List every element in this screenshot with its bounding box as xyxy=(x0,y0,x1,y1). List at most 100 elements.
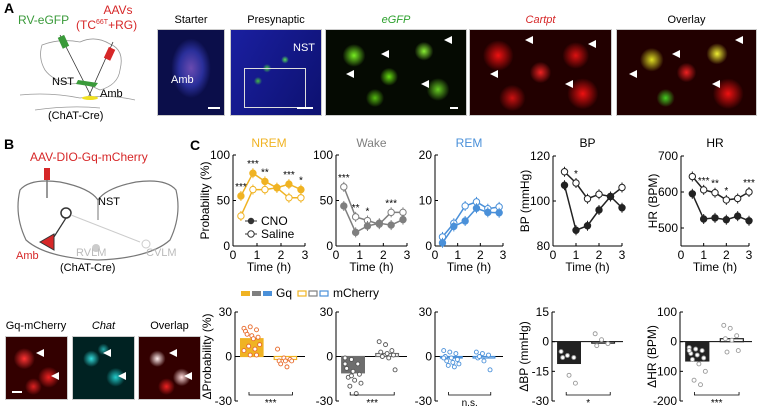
data-point xyxy=(241,348,247,354)
data-point xyxy=(486,352,491,358)
data-point-cno xyxy=(261,177,269,186)
data-point-cno xyxy=(722,216,731,224)
syringe-icon xyxy=(44,168,50,180)
data-point-saline xyxy=(583,195,592,203)
significance-marker: *** xyxy=(338,173,350,184)
legend-swatch-mcherry xyxy=(319,290,329,297)
nst-label: NST xyxy=(52,76,74,88)
image-title-overlap: Overlap xyxy=(150,320,189,332)
significance-marker: * xyxy=(299,176,303,187)
data-point xyxy=(592,331,598,337)
aavs-label: AAVs xyxy=(103,3,133,17)
data-point xyxy=(342,355,348,361)
data-point xyxy=(383,342,388,348)
y-tick-label: 0 xyxy=(425,239,432,253)
data-point xyxy=(481,358,487,364)
x-tick-label: 1 xyxy=(700,248,707,262)
data-point-cno xyxy=(699,215,708,223)
significance-bracket xyxy=(248,392,293,396)
micrograph-gq-mcherry xyxy=(5,336,68,400)
y-axis-label: HR (BPM) xyxy=(646,174,660,229)
data-point-cno xyxy=(606,192,615,201)
y-axis-label: ΔHR (BPM) xyxy=(645,325,659,388)
x-tick-label: 0 xyxy=(550,248,557,262)
y-tick-label: 0 xyxy=(670,335,677,349)
syringe-red-icon xyxy=(103,46,116,61)
arrowhead-icon xyxy=(118,372,126,380)
rv-egfp-label: RV-eGFP xyxy=(18,13,70,27)
b-rvlm-label: RVLM xyxy=(76,247,107,259)
x-axis-label: Time (h) xyxy=(349,260,393,274)
data-point xyxy=(352,377,358,383)
micrograph-chat xyxy=(72,336,135,400)
significance-marker: ** xyxy=(261,167,269,178)
y-tick-label: 30 xyxy=(219,305,233,319)
y-axis-label: ΔProbability (%) xyxy=(200,313,214,399)
panel-label-b: B xyxy=(4,136,15,152)
b-amb-label: Amb xyxy=(16,250,39,262)
arrowhead-icon xyxy=(36,349,44,357)
data-point xyxy=(250,336,256,342)
panel-a-schematic xyxy=(19,34,136,111)
legend-label-mcherry: mCherry xyxy=(333,286,379,300)
aavs-rg: +RG) xyxy=(108,18,138,32)
x-tick-label: 2 xyxy=(596,248,603,262)
aavs-tc: (TC xyxy=(76,18,96,32)
data-point xyxy=(386,355,392,361)
y-tick-label: 50 xyxy=(217,194,231,208)
x-tick-label: 2 xyxy=(723,248,730,262)
mouse-line-label: (ChAT-Cre) xyxy=(48,110,104,122)
data-point xyxy=(445,362,451,368)
y-tick-label: -30 xyxy=(215,394,233,408)
data-point-cno xyxy=(711,214,719,222)
data-point xyxy=(721,322,727,328)
data-point xyxy=(347,383,353,389)
arrowhead-icon xyxy=(184,372,192,380)
legend-marker-saline xyxy=(247,230,255,238)
bar-chart-1: -30 0 30 *** xyxy=(316,305,407,409)
series-line-cno xyxy=(563,185,623,232)
y-tick-label: 0 xyxy=(223,239,230,253)
data-point-cno xyxy=(363,222,372,230)
data-point-cno xyxy=(495,209,503,217)
significance-label: *** xyxy=(711,398,723,409)
y-tick-label: 30 xyxy=(419,305,433,319)
x-axis-label: Time (h) xyxy=(693,260,737,274)
panel-label-c: C xyxy=(190,137,201,153)
data-point xyxy=(693,346,699,352)
y-tick-label: 10 xyxy=(419,194,433,208)
aavs-composition-label: (TC66T+RG) xyxy=(76,18,137,32)
data-point xyxy=(454,357,460,362)
significance-marker: *** xyxy=(247,159,259,170)
y-axis-label: ΔBP (mmHg) xyxy=(517,321,531,391)
inset-box xyxy=(244,68,306,108)
data-point xyxy=(441,348,447,354)
data-point-saline xyxy=(688,172,697,181)
data-point xyxy=(255,334,261,340)
x-axis-label: Time (h) xyxy=(565,260,609,274)
x-tick-label: 0 xyxy=(432,248,439,262)
data-point xyxy=(476,354,482,359)
y-tick-label: 15 xyxy=(536,305,550,319)
x-tick-label: 1 xyxy=(454,248,461,262)
x-tick-label: 0 xyxy=(230,248,237,262)
data-point xyxy=(246,343,252,349)
image-title-overlay: Overlay xyxy=(667,14,706,26)
significance-label: n.s. xyxy=(462,398,478,409)
data-point xyxy=(605,341,611,347)
significance-label: *** xyxy=(366,398,378,409)
legend-label-gq: Gq xyxy=(276,286,292,300)
x-tick-label: 2 xyxy=(380,248,387,262)
data-point-cno xyxy=(560,181,569,189)
x-axis-label: Time (h) xyxy=(447,260,491,274)
y-tick-label: -30 xyxy=(415,394,433,408)
micrograph-starter: Amb xyxy=(157,29,225,116)
image-title-egfp: eGFP xyxy=(381,14,411,26)
data-point xyxy=(566,372,572,378)
data-point xyxy=(686,348,692,354)
bar-chart-2: -30 0 30 n.s. xyxy=(415,305,503,409)
arrowhead-icon xyxy=(421,80,429,88)
data-point xyxy=(594,343,600,349)
arrowhead-icon xyxy=(712,80,720,88)
